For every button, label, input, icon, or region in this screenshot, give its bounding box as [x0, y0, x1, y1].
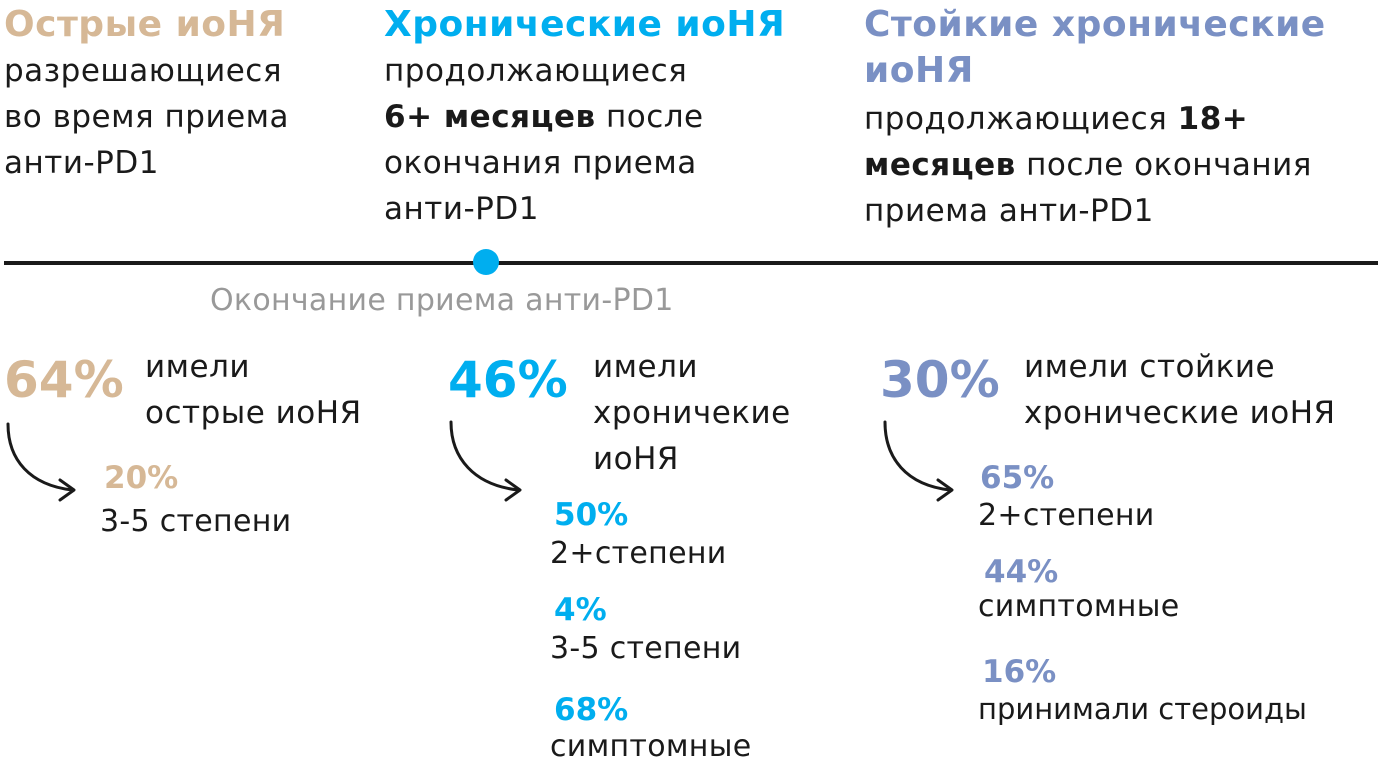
persistent-stat-label-line: имели стойкие [1024, 349, 1276, 385]
chronic-stat-label-line: имели [593, 349, 699, 385]
chronic-desc-line: окончания приема [384, 145, 697, 181]
acute-description: разрешающиеся во время приема анти-PD1 [4, 48, 289, 186]
chronic-title: Хронические иоНЯ [384, 4, 786, 45]
chronic-sub-label: 2+степени [550, 536, 727, 571]
acute-stat-label-line: острые иоНЯ [145, 395, 362, 431]
persistent-description: продолжающиеся 18+ месяцев после окончан… [864, 96, 1312, 234]
chronic-sub-value: 50% [554, 497, 629, 533]
persistent-title: Стойкие хронические иоНЯ [864, 2, 1326, 94]
acute-stat-label: имели острые иоНЯ [145, 344, 362, 436]
persistent-desc-bold: месяцев [864, 147, 1016, 183]
chronic-stat-label-line: иоНЯ [593, 441, 679, 477]
chronic-desc-line: продолжающиеся [384, 53, 688, 89]
acute-stat-value: 64% [4, 351, 124, 409]
acute-desc-line: разрешающиеся [4, 53, 282, 89]
chronic-desc-bold: 6+ месяцев [384, 99, 596, 135]
persistent-arrow-icon [883, 420, 954, 502]
chronic-sub-label: симптомные [550, 729, 752, 764]
acute-sub-label: 3-5 степени [100, 504, 292, 539]
persistent-sub-value: 65% [980, 460, 1055, 496]
persistent-desc-line: месяцев после окончания [864, 142, 1312, 188]
chronic-desc-after: после [595, 99, 704, 135]
acute-desc-line: во время приема [4, 99, 290, 135]
chronic-stat-label-line: хроничекие [593, 395, 791, 431]
persistent-title-line: иоНЯ [864, 50, 974, 91]
persistent-desc-bold: 18+ [1177, 101, 1249, 137]
chronic-desc-line: анти-PD1 [384, 191, 539, 227]
persistent-desc-pre: продолжающиеся [864, 101, 1178, 137]
chronic-description: продолжающиеся 6+ месяцев после окончани… [384, 48, 704, 232]
chronic-arrow-icon [449, 420, 522, 502]
acute-title: Острые иоНЯ [4, 4, 286, 45]
persistent-sub-label: 2+степени [978, 498, 1155, 533]
chronic-sub-value: 68% [554, 692, 629, 728]
timeline-marker-label: Окончание приема анти-PD1 [210, 283, 674, 318]
persistent-desc-line: продолжающиеся 18+ [864, 96, 1312, 142]
persistent-sub-value: 44% [984, 554, 1059, 590]
persistent-desc-post: после окончания [1015, 147, 1312, 183]
timeline-marker-dot [473, 249, 499, 275]
acute-stat-label-line: имели [145, 349, 251, 385]
persistent-title-line: Стойкие хронические [864, 4, 1326, 45]
persistent-desc-line: приема анти-PD1 [864, 193, 1154, 229]
persistent-stat-value: 30% [880, 351, 1000, 409]
persistent-sub-value: 16% [982, 654, 1057, 690]
chronic-stat-label: имели хроничекие иоНЯ [593, 344, 791, 482]
persistent-stat-label-line: хронические иоНЯ [1024, 395, 1336, 431]
persistent-stat-label: имели стойкие хронические иоНЯ [1024, 344, 1336, 436]
chronic-stat-value: 46% [448, 351, 568, 409]
chronic-desc-line: 6+ месяцев после [384, 94, 704, 140]
chronic-sub-value: 4% [554, 592, 607, 628]
chronic-sub-label: 3-5 степени [550, 631, 742, 666]
acute-desc-line: анти-PD1 [4, 145, 159, 181]
persistent-sub-label: принимали стероиды [978, 692, 1307, 726]
persistent-sub-label: симптомные [978, 589, 1180, 624]
acute-arrow-icon [6, 422, 76, 502]
acute-sub-value: 20% [104, 460, 179, 496]
